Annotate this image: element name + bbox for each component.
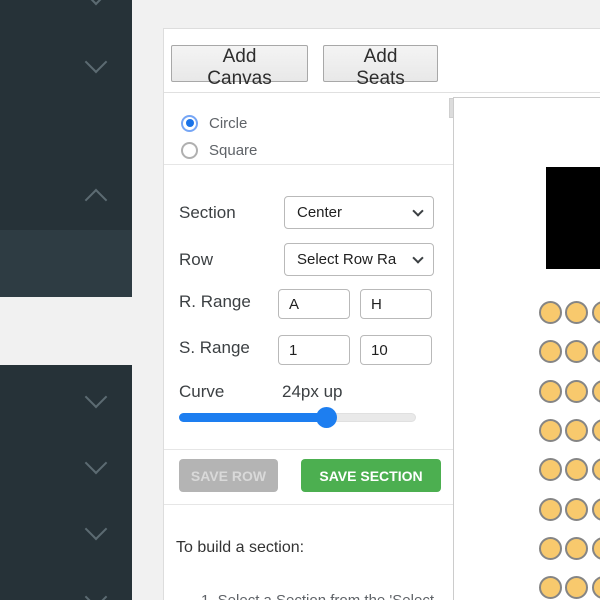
- toolbar: Add Canvas Add Seats: [164, 29, 600, 93]
- slider-fill: [179, 413, 326, 422]
- seat[interactable]: [539, 536, 562, 560]
- slider-thumb[interactable]: [316, 407, 337, 428]
- chevron-down-icon: [412, 205, 424, 217]
- seat[interactable]: [591, 458, 600, 482]
- radio-button-icon[interactable]: [181, 141, 198, 159]
- section-label: Section: [179, 203, 236, 222]
- seat[interactable]: [565, 458, 589, 482]
- seat[interactable]: [539, 418, 562, 442]
- row-range-to-input[interactable]: [360, 289, 432, 319]
- instructions-heading: To build a section:: [176, 539, 305, 556]
- seat[interactable]: [565, 301, 589, 324]
- row-label: Row: [179, 250, 214, 269]
- chevron-down-icon[interactable]: [84, 517, 108, 541]
- seat[interactable]: [565, 497, 589, 521]
- curve-slider[interactable]: [179, 407, 416, 428]
- seat[interactable]: [591, 576, 600, 600]
- chevron-down-icon[interactable]: [84, 50, 108, 74]
- chevron-down-icon[interactable]: [84, 0, 108, 6]
- row-range-label: R. Range: [179, 292, 251, 311]
- curve-value: 24px up: [282, 382, 343, 401]
- seat[interactable]: [539, 576, 562, 600]
- seat[interactable]: [539, 379, 562, 403]
- save-row-button[interactable]: SAVE ROW: [179, 459, 278, 492]
- radio-label: Square: [209, 141, 258, 159]
- save-section-button[interactable]: SAVE SECTION: [301, 459, 441, 492]
- chevron-down-icon[interactable]: [84, 385, 108, 409]
- seat[interactable]: [565, 418, 589, 442]
- seat[interactable]: [539, 497, 562, 521]
- chevron-down-icon[interactable]: [84, 451, 108, 475]
- instructions-step-partial: 1. Select a Section from the 'Select: [201, 592, 451, 600]
- row-select[interactable]: Select Row Ra: [284, 243, 434, 276]
- add-canvas-button[interactable]: Add Canvas: [171, 45, 308, 89]
- section-select[interactable]: Center: [284, 196, 434, 229]
- seat-canvas[interactable]: [453, 97, 600, 600]
- seat[interactable]: [591, 379, 600, 403]
- stage-rectangle[interactable]: [546, 167, 600, 269]
- divider: [164, 164, 453, 165]
- sidebar-upper: [0, 0, 132, 297]
- seat[interactable]: [565, 536, 589, 560]
- seat-range-to-input[interactable]: [360, 335, 432, 365]
- builder-card: Add Canvas Add Seats Circle Square Secti…: [163, 28, 600, 600]
- seat-range-from-input[interactable]: [278, 335, 350, 365]
- seat[interactable]: [591, 301, 600, 324]
- seat[interactable]: [539, 301, 562, 324]
- add-seats-button[interactable]: Add Seats: [323, 45, 438, 89]
- row-range-from-input[interactable]: [278, 289, 350, 319]
- seat[interactable]: [591, 497, 600, 521]
- seat[interactable]: [591, 536, 600, 560]
- chevron-up-icon[interactable]: [84, 188, 108, 212]
- seat[interactable]: [565, 340, 589, 364]
- divider: [164, 504, 453, 505]
- radio-label: Circle: [209, 114, 248, 132]
- chevron-down-icon: [412, 252, 424, 264]
- seat[interactable]: [539, 340, 562, 364]
- seat[interactable]: [565, 379, 589, 403]
- shape-option-square[interactable]: Square: [181, 141, 257, 159]
- seat[interactable]: [539, 458, 562, 482]
- section-select-value: Center: [297, 204, 343, 221]
- chevron-down-icon[interactable]: [84, 585, 108, 600]
- sidebar-lower: [0, 365, 132, 600]
- seat[interactable]: [591, 340, 600, 364]
- row-select-value: Select Row Ra: [297, 251, 397, 268]
- radio-button-icon[interactable]: [181, 114, 198, 132]
- sidebar-selected-item[interactable]: [0, 230, 132, 297]
- curve-label: Curve: [179, 382, 225, 401]
- shape-option-circle[interactable]: Circle: [181, 114, 247, 132]
- seat-range-label: S. Range: [179, 338, 250, 357]
- divider: [164, 449, 453, 450]
- seat[interactable]: [591, 418, 600, 442]
- seat[interactable]: [565, 576, 589, 600]
